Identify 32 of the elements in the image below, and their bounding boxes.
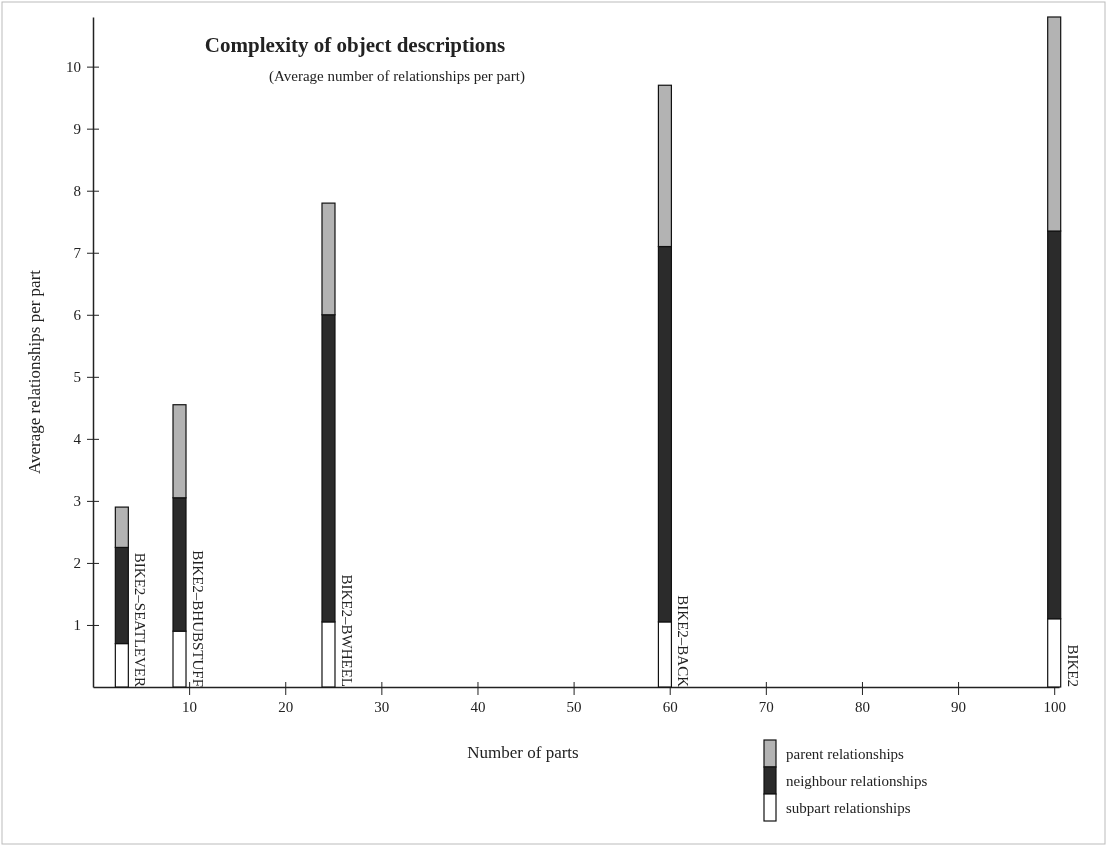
annotation: BIKE2–BHUBSTUFF (190, 550, 207, 687)
x-tick-label: 10 (182, 698, 198, 715)
x-tick-label: 30 (374, 698, 390, 715)
y-tick-label: 8 (73, 183, 81, 199)
x-tick-label: 90 (951, 698, 967, 715)
x-tick-label: 100 (1043, 698, 1066, 715)
annotation: BIKE2 (1064, 644, 1081, 687)
y-axis-title: Average relationships per part (25, 269, 44, 475)
legend-label: neighbour relationships (786, 773, 928, 789)
y-tick-label: 6 (73, 307, 82, 324)
x-tick-label: 50 (566, 698, 582, 715)
y-tick-label: 7 (73, 245, 82, 262)
annotation: BIKE2–SEATLEVER (132, 552, 149, 687)
y-tick-label: 9 (73, 120, 81, 137)
x-tick-label: 20 (278, 698, 294, 715)
legend-label: parent relationships (786, 746, 905, 762)
annotation: BIKE2–BACK (675, 595, 692, 688)
x-tick-label: 70 (758, 698, 774, 715)
text: (Average number of relationships per part) (269, 68, 525, 85)
y-tick-label: 2 (73, 555, 81, 572)
x-axis-title: Number of parts (467, 743, 579, 762)
y-tick-label: 3 (73, 493, 81, 510)
y-tick-label: 10 (66, 58, 81, 75)
y-tick-label: 4 (73, 431, 82, 448)
annotation: BIKE2–BWHEEL (338, 574, 355, 687)
x-tick-label: 40 (470, 698, 486, 715)
y-tick-label: 1 (73, 617, 81, 634)
text: Complexity of object descriptions (204, 33, 506, 57)
x-tick-label: 80 (854, 698, 870, 715)
legend-label: subpart relationships (786, 800, 911, 816)
y-tick-label: 5 (73, 369, 81, 386)
x-tick-label: 60 (662, 698, 678, 715)
